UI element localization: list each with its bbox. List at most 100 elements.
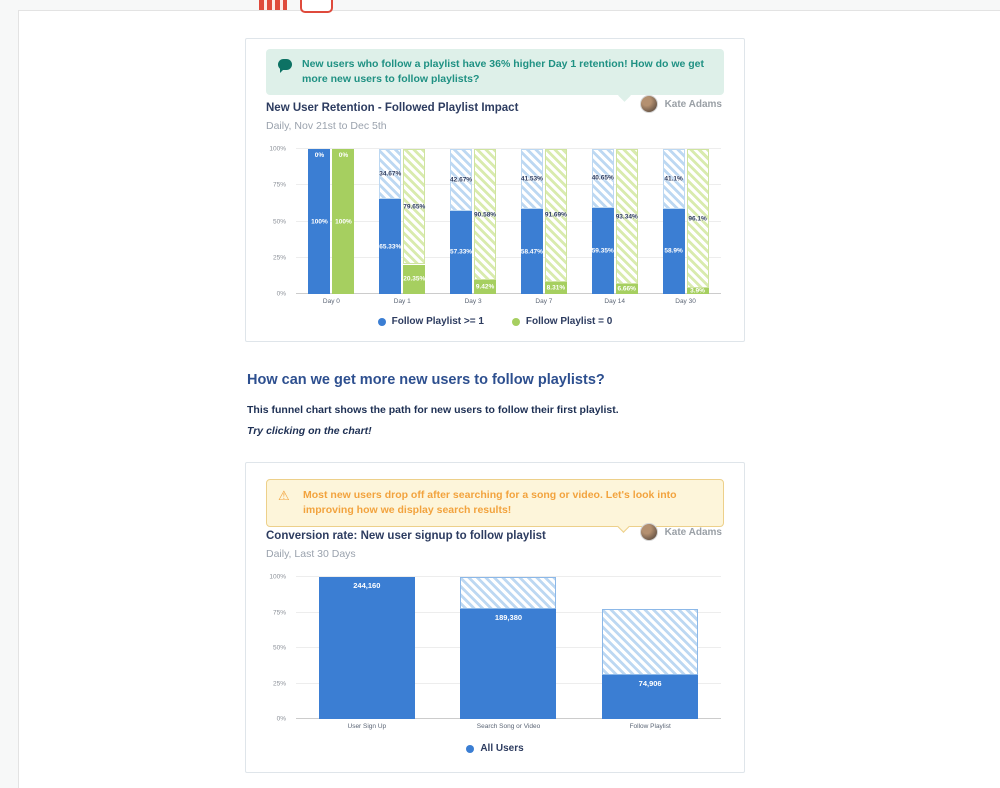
callout-tail: [617, 520, 630, 534]
y-tick-label: 50%: [272, 644, 286, 652]
funnel-solid-segment[interactable]: [318, 577, 415, 719]
y-tick-label: 75%: [272, 181, 286, 189]
header-fragment-button[interactable]: [300, 0, 333, 13]
bar-group-day-1: 34.67% 65.33% 79.65% 20.35%: [379, 149, 425, 294]
bar-segment-churned[interactable]: [379, 149, 402, 200]
chart-title: Conversion rate: New user signup to foll…: [266, 530, 546, 542]
header-fragment-icon[interactable]: [259, 0, 287, 10]
bar-segment-retained[interactable]: [686, 288, 709, 294]
retained-value-label: 20.35%: [403, 275, 426, 283]
bar[interactable]: 41.53% 58.47%: [521, 149, 543, 294]
legend-label: All Users: [480, 743, 524, 754]
avatar-kate-adams: [639, 523, 658, 541]
bar-group-day-30: 41.1% 58.9% 96.1% 3.9%: [662, 149, 709, 295]
bar-segment-retained[interactable]: [474, 280, 497, 294]
bar-segment-retained[interactable]: [332, 149, 355, 294]
section-heading: How can we get more new users to follow …: [247, 372, 605, 388]
x-tick-label: Day 30: [675, 298, 696, 305]
insight-callout-text: New users who follow a playlist have 36%…: [302, 58, 705, 86]
bar-group-day-3: 42.67% 57.33% 90.58% 9.42%: [450, 149, 496, 294]
section-hint-text: Try clicking on the chart!: [247, 425, 372, 437]
bar-segment-churned[interactable]: [403, 149, 426, 265]
bar-segment-retained[interactable]: [615, 284, 638, 294]
bar-group-day-7: 41.53% 58.47% 91.69% 8.31%: [521, 149, 567, 294]
retention-chart-card: New users who follow a playlist have 36%…: [245, 38, 745, 342]
funnel-bars: 244,160 189,380 74,906: [296, 577, 721, 719]
bar-segment-retained[interactable]: [662, 208, 685, 294]
funnel-bar-follow-playlist[interactable]: 74,906: [602, 577, 699, 719]
chart-legend: All Users: [246, 743, 744, 754]
bar-segment-retained[interactable]: [308, 149, 331, 294]
retained-value-label: 65.33%: [379, 243, 402, 251]
churned-value-label: 90.58%: [474, 211, 497, 219]
bar-segment-retained[interactable]: [591, 207, 614, 294]
funnel-value-label: 244,160: [353, 581, 381, 590]
legend-item[interactable]: Follow Playlist >= 1: [377, 316, 484, 327]
bar-segment-churned[interactable]: [662, 149, 685, 209]
bar[interactable]: 42.67% 57.33%: [450, 149, 472, 294]
funnel-value-label: 74,906: [638, 679, 662, 689]
funnel-bar-user-sign-up[interactable]: 244,160: [318, 577, 415, 719]
x-tick-label: Day 0: [322, 298, 340, 305]
bar[interactable]: 0% 100%: [308, 149, 331, 294]
bar-segment-retained[interactable]: [544, 281, 567, 294]
author-row: Kate Adams: [639, 523, 722, 541]
x-tick-label: Search Song or Video: [476, 723, 541, 730]
warning-icon: ⚠: [278, 488, 290, 503]
avatar-kate-adams: [639, 95, 658, 113]
funnel-value-label: 189,380: [494, 612, 523, 622]
author-name: Kate Adams: [664, 98, 722, 110]
bar[interactable]: 79.65% 20.35%: [403, 149, 425, 294]
churned-value-label: 34.67%: [379, 170, 402, 178]
bar[interactable]: 96.1% 3.9%: [686, 149, 709, 295]
bar[interactable]: 90.58% 9.42%: [474, 149, 496, 294]
churned-value-label: 41.53%: [520, 175, 543, 183]
bar-segment-churned[interactable]: [686, 149, 709, 289]
legend-dot: [377, 317, 386, 326]
bar-segment-retained[interactable]: [450, 210, 473, 294]
legend-label: Follow Playlist = 0: [525, 316, 613, 327]
churned-value-label: 79.65%: [403, 203, 426, 211]
bar-segment-churned[interactable]: [474, 149, 497, 281]
x-tick-label: Day 1: [393, 298, 411, 305]
funnel-solid-segment[interactable]: [460, 608, 557, 719]
bar-segment-retained[interactable]: [379, 199, 402, 294]
gridline: [296, 148, 721, 149]
gridline: [296, 293, 721, 294]
insight-callout: New users who follow a playlist have 36%…: [266, 49, 724, 103]
bar-segment-churned[interactable]: [520, 149, 543, 210]
bar-segment-retained[interactable]: [403, 264, 426, 294]
funnel-dropoff-segment[interactable]: [460, 577, 557, 609]
bar[interactable]: 34.67% 65.33%: [379, 149, 401, 294]
bar-segment-churned[interactable]: [544, 149, 567, 282]
y-tick-label: 100%: [269, 145, 286, 153]
bar-segment-churned[interactable]: [591, 149, 614, 208]
funnel-bar-search-song-or-video[interactable]: 189,380: [460, 577, 557, 719]
gridline: [296, 220, 721, 222]
legend-label: Follow Playlist >= 1: [391, 316, 484, 327]
retained-value-label: 100%: [335, 218, 352, 225]
retained-value-label: 3.9%: [690, 287, 705, 295]
y-tick-label: 0%: [276, 290, 286, 298]
funnel-solid-segment[interactable]: [602, 675, 699, 719]
bar[interactable]: 40.65% 59.35%: [592, 149, 614, 294]
bar[interactable]: 93.34% 6.66%: [616, 149, 638, 294]
bar-group-day-14: 40.65% 59.35% 93.34% 6.66%: [592, 149, 638, 294]
bar-segment-churned[interactable]: [615, 149, 638, 285]
y-tick-label: 25%: [272, 254, 286, 262]
churned-value-label: 40.65%: [591, 174, 614, 182]
legend-item[interactable]: Follow Playlist = 0: [511, 316, 613, 327]
callout-tail: [618, 89, 631, 103]
comment-icon: [278, 59, 292, 73]
y-axis-labels: 100% 75% 50% 25% 0%: [248, 574, 292, 723]
bar-segment-churned[interactable]: [450, 149, 473, 211]
x-tick-label: User Sign Up: [347, 723, 387, 730]
bar[interactable]: 41.1% 58.9%: [662, 149, 685, 294]
legend-item[interactable]: All Users: [466, 743, 524, 754]
funnel-dropoff-segment[interactable]: [602, 608, 699, 676]
bar[interactable]: 91.69% 8.31%: [545, 149, 567, 294]
chart-legend: Follow Playlist >= 1 Follow Playlist = 0: [246, 316, 744, 327]
bar-segment-retained[interactable]: [520, 209, 543, 294]
bar[interactable]: 0% 100%: [332, 149, 355, 294]
y-axis-labels: 100% 75% 50% 25% 0%: [248, 145, 292, 298]
